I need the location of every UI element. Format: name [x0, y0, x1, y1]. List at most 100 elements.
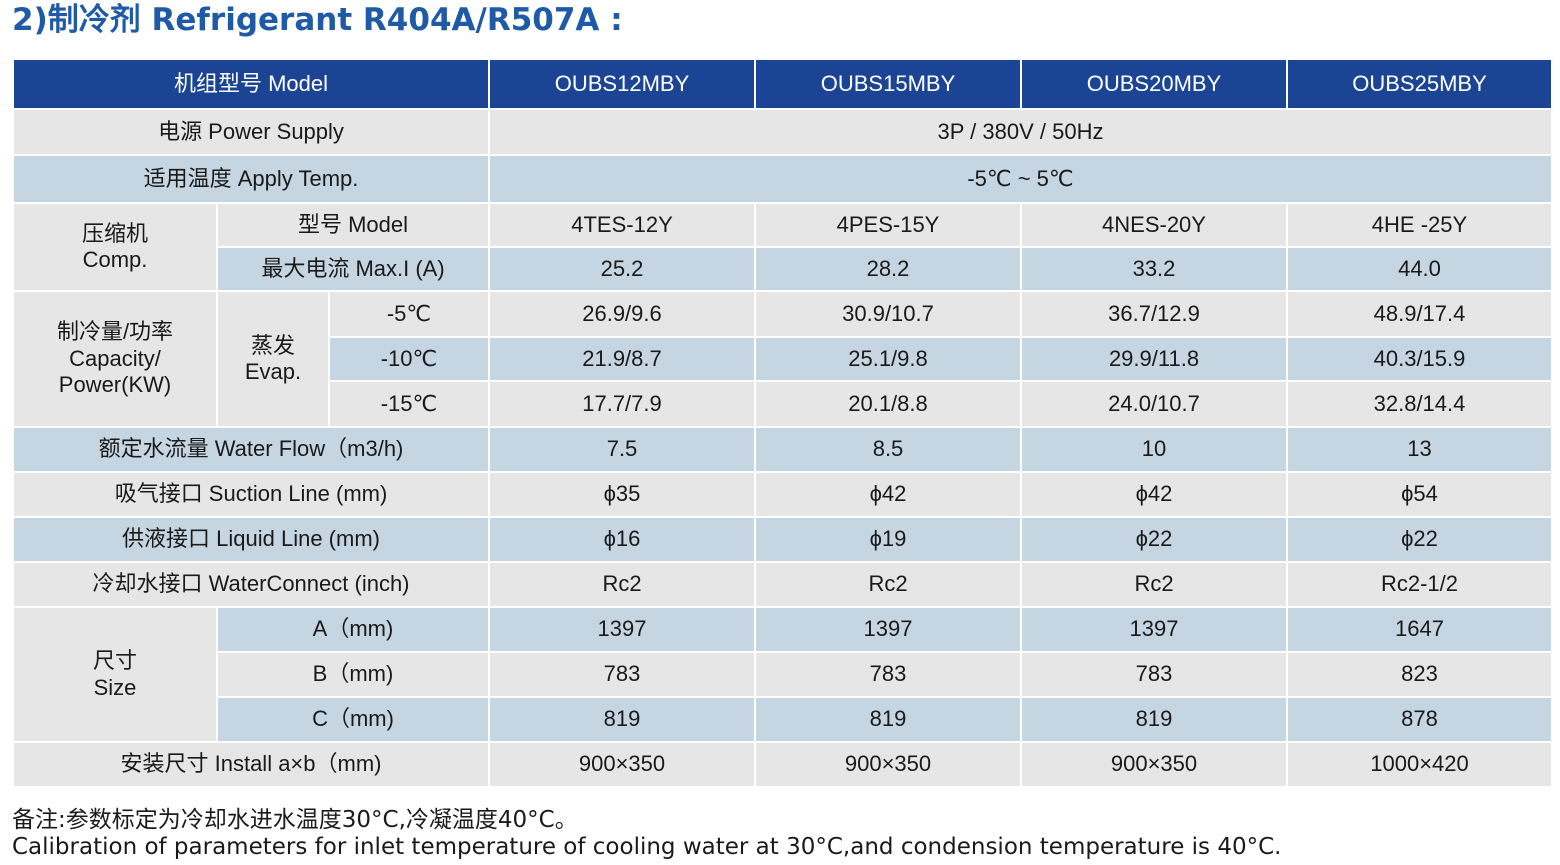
- cell-value: 32.8/14.4: [1286, 380, 1553, 428]
- compressor-label-cn: 压缩机: [81, 220, 148, 246]
- cell-value: 4TES-12Y: [488, 202, 756, 248]
- cell-value: 1647: [1286, 606, 1553, 653]
- cell-value: 3P / 380V / 50Hz: [488, 108, 1553, 156]
- cell-value: 819: [1020, 696, 1288, 743]
- cell-value: 25.2: [488, 246, 756, 292]
- cell-value: ϕ54: [1286, 471, 1553, 518]
- cell-value: ϕ35: [488, 471, 756, 518]
- water-flow-row: 额定水流量 Water Flow（m3/h) 7.5 8.5 10 13: [12, 426, 1553, 473]
- header-model: OUBS15MBY: [754, 58, 1022, 110]
- capacity-row: 制冷量/功率 Capacity/ Power(KW) 蒸发 Evap. -5℃ …: [12, 290, 1553, 428]
- evap-temp-label: -5℃: [328, 290, 490, 338]
- compressor-group-label: 压缩机 Comp.: [12, 202, 218, 292]
- size-dimension-label: B（mm): [216, 651, 490, 698]
- capacity-label-line-3: Power(KW): [58, 372, 172, 398]
- cell-value: ϕ19: [754, 516, 1022, 563]
- suction-line-row: 吸气接口 Suction Line (mm) ϕ35 ϕ42 ϕ42 ϕ54: [12, 471, 1553, 518]
- header-model: OUBS25MBY: [1286, 58, 1553, 110]
- install-size-row: 安装尺寸 Install a×b（mm) 900×350 900×350 900…: [12, 741, 1553, 788]
- water-connect-row: 冷却水接口 WaterConnect (inch) Rc2 Rc2 Rc2 Rc…: [12, 561, 1553, 608]
- header-model-label: 机组型号 Model: [12, 58, 490, 110]
- cell-value: 21.9/8.7: [488, 336, 756, 382]
- header-model: OUBS20MBY: [1020, 58, 1288, 110]
- cell-value: 4HE -25Y: [1286, 202, 1553, 248]
- cell-value: 7.5: [488, 426, 756, 473]
- row-label: 适用温度 Apply Temp.: [12, 154, 490, 204]
- note-cn: 备注:参数标定为冷却水进水温度30°C,冷凝温度40°C。: [12, 807, 578, 833]
- cell-value: 25.1/9.8: [754, 336, 1022, 382]
- evap-label-cn: 蒸发: [250, 332, 295, 358]
- cell-value: 28.2: [754, 246, 1022, 292]
- cell-value: 30.9/10.7: [754, 290, 1022, 338]
- evap-temp-label: -15℃: [328, 380, 490, 428]
- cell-value: 1397: [754, 606, 1022, 653]
- cell-value: 900×350: [1020, 741, 1288, 788]
- row-label: 最大电流 Max.I (A): [216, 246, 490, 292]
- cell-value: Rc2: [488, 561, 756, 608]
- row-label: 冷却水接口 WaterConnect (inch): [12, 561, 490, 608]
- cell-value: ϕ16: [488, 516, 756, 563]
- power-supply-row: 电源 Power Supply 3P / 380V / 50Hz: [12, 108, 1553, 156]
- cell-value: Rc2: [754, 561, 1022, 608]
- cell-value: 40.3/15.9: [1286, 336, 1553, 382]
- cell-value: 819: [488, 696, 756, 743]
- capacity-row: -15℃ 17.7/7.9 20.1/8.8 24.0/10.7 32.8/14…: [13, 380, 1553, 428]
- size-label-cn: 尺寸: [92, 648, 137, 674]
- size-dimension-label: A（mm): [216, 606, 490, 653]
- capacity-row: -10℃ 21.9/8.7 25.1/9.8 29.9/11.8 40.3/15…: [13, 336, 1553, 382]
- cell-value: 1397: [488, 606, 756, 653]
- cell-value: 17.7/7.9: [488, 380, 756, 428]
- apply-temp-row: 适用温度 Apply Temp. -5℃ ~ 5℃: [12, 154, 1553, 204]
- row-label: 安装尺寸 Install a×b（mm): [12, 741, 490, 788]
- header-model: OUBS12MBY: [488, 58, 756, 110]
- cell-value: 1000×420: [1286, 741, 1553, 788]
- compressor-model-row: 压缩机 Comp. 型号 Model 4TES-12Y 4PES-15Y 4NE…: [12, 202, 1553, 292]
- size-row: B（mm) 783 783 783 823: [13, 651, 1553, 698]
- cell-value: 20.1/8.8: [754, 380, 1022, 428]
- capacity-label-line-2: Capacity/: [69, 345, 161, 371]
- cell-value: 33.2: [1020, 246, 1288, 292]
- header-row: 机组型号 Model OUBS12MBY OUBS15MBY OUBS20MBY…: [12, 58, 1553, 110]
- row-label: 额定水流量 Water Flow（m3/h): [12, 426, 490, 473]
- cell-value: 13: [1286, 426, 1553, 473]
- row-label: 供液接口 Liquid Line (mm): [12, 516, 490, 563]
- cell-value: 783: [1020, 651, 1288, 698]
- cell-value: 29.9/11.8: [1020, 336, 1288, 382]
- row-label: 电源 Power Supply: [12, 108, 490, 156]
- cell-value: 36.7/12.9: [1020, 290, 1288, 338]
- cell-value: 48.9/17.4: [1286, 290, 1553, 338]
- cell-value: ϕ42: [1020, 471, 1288, 518]
- evap-label-en: Evap.: [244, 359, 302, 384]
- spec-table: 机组型号 Model OUBS12MBY OUBS15MBY OUBS20MBY…: [12, 58, 1553, 788]
- cell-value: 24.0/10.7: [1020, 380, 1288, 428]
- size-group-label: 尺寸 Size: [12, 606, 218, 743]
- capacity-label-line-1: 制冷量/功率: [56, 319, 174, 345]
- row-label: 吸气接口 Suction Line (mm): [12, 471, 490, 518]
- cell-value: Rc2-1/2: [1286, 561, 1553, 608]
- cell-value: 26.9/9.6: [488, 290, 756, 338]
- compressor-current-row: 最大电流 Max.I (A) 25.2 28.2 33.2 44.0: [13, 246, 1553, 292]
- cell-value: 783: [488, 651, 756, 698]
- cell-value: 1397: [1020, 606, 1288, 653]
- cell-value: 44.0: [1286, 246, 1553, 292]
- cell-value: 4NES-20Y: [1020, 202, 1288, 248]
- size-label-en: Size: [93, 674, 137, 700]
- page-title: 2)制冷剂 Refrigerant R404A/R507A :: [12, 2, 623, 38]
- compressor-label-en: Comp.: [82, 247, 148, 272]
- cell-value: ϕ22: [1020, 516, 1288, 563]
- size-row: 尺寸 Size A（mm) 1397 1397 1397 1647: [12, 606, 1553, 743]
- cell-value: Rc2: [1020, 561, 1288, 608]
- note-en: Calibration of parameters for inlet temp…: [12, 834, 1282, 860]
- cell-value: -5℃ ~ 5℃: [488, 154, 1553, 204]
- capacity-group-label: 制冷量/功率 Capacity/ Power(KW): [12, 290, 218, 428]
- cell-value: ϕ22: [1286, 516, 1553, 563]
- cell-value: 900×350: [488, 741, 756, 788]
- cell-value: 878: [1286, 696, 1553, 743]
- cell-value: 819: [754, 696, 1022, 743]
- cell-value: 900×350: [754, 741, 1022, 788]
- evap-group-label: 蒸发 Evap.: [216, 290, 330, 428]
- evap-temp-label: -10℃: [328, 336, 490, 382]
- cell-value: 8.5: [754, 426, 1022, 473]
- size-dimension-label: C（mm): [216, 696, 490, 743]
- row-label: 型号 Model: [216, 202, 490, 248]
